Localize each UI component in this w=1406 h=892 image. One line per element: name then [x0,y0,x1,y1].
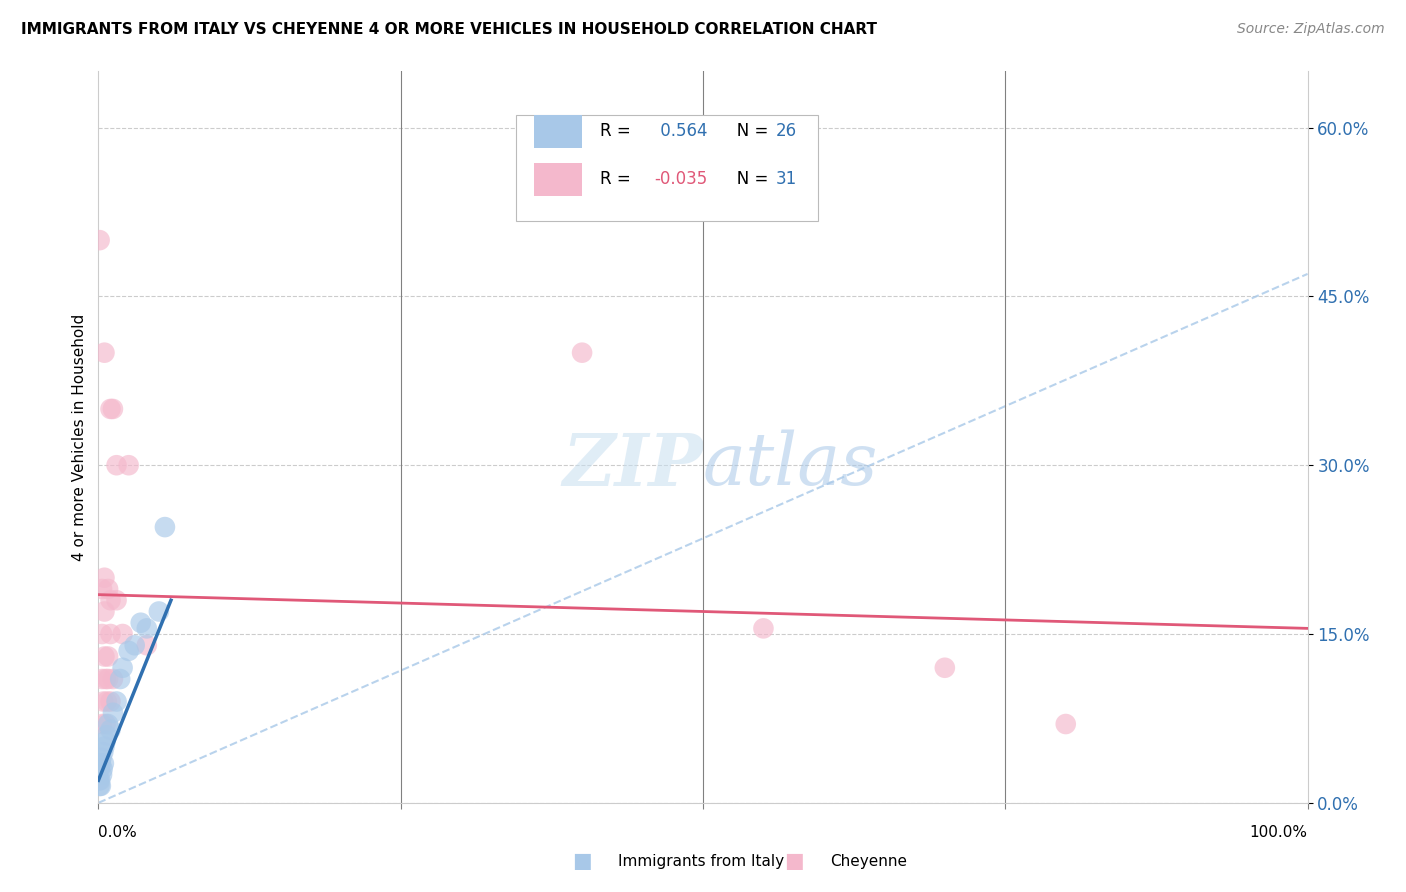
Point [93,756,115,771]
Point [752,621,775,635]
Point [89,233,111,247]
Point [934,661,956,675]
Point [93,739,115,754]
Point [135,621,157,635]
Text: ■: ■ [783,851,804,871]
FancyBboxPatch shape [516,115,818,221]
Point [90,751,112,765]
Point [100,723,122,737]
Point [97,582,120,596]
Text: Source: ZipAtlas.com: Source: ZipAtlas.com [1237,22,1385,37]
Point [91,767,114,781]
Point [111,661,134,675]
Point [97,717,120,731]
Point [96,694,118,708]
Point [93,649,115,664]
Point [87,773,110,788]
Point [91,672,114,686]
Text: 100.0%: 100.0% [1250,825,1308,839]
Text: 0.0%: 0.0% [98,825,138,839]
Point [90,779,112,793]
Point [91,745,114,759]
Text: ZIP: ZIP [562,430,703,500]
Point [118,644,141,658]
Point [93,605,115,619]
Point [101,672,124,686]
Point [91,762,114,776]
Point [111,627,134,641]
Point [96,728,118,742]
Point [1054,717,1077,731]
Text: -0.035: -0.035 [655,169,707,188]
Point [135,638,157,652]
Point [93,571,115,585]
Text: Cheyenne: Cheyenne [830,854,907,869]
Point [89,779,111,793]
Point [129,615,152,630]
Point [90,756,112,771]
Text: R =: R = [600,169,637,188]
FancyBboxPatch shape [534,162,582,195]
Point [91,694,114,708]
Point [100,694,122,708]
FancyBboxPatch shape [534,115,582,148]
Point [108,672,131,686]
Point [105,593,128,607]
Point [100,401,122,416]
Point [101,401,124,416]
Point [93,345,115,359]
Point [105,458,128,473]
Y-axis label: 4 or more Vehicles in Household: 4 or more Vehicles in Household [72,313,87,561]
Text: N =: N = [721,122,773,140]
Text: N =: N = [721,169,773,188]
Point [118,458,141,473]
Text: R =: R = [600,122,637,140]
Point [94,672,117,686]
Point [97,649,120,664]
Point [91,582,114,596]
Point [124,638,146,652]
Point [89,773,111,788]
Point [153,520,176,534]
Point [148,605,170,619]
Text: Immigrants from Italy: Immigrants from Italy [619,854,785,869]
Point [100,593,122,607]
Text: 26: 26 [776,122,797,140]
Text: ■: ■ [572,851,592,871]
Point [91,717,114,731]
Text: 0.564: 0.564 [655,122,707,140]
Point [97,672,120,686]
Point [94,734,117,748]
Point [94,717,117,731]
Text: 31: 31 [776,169,797,188]
Point [101,706,124,720]
Point [89,762,111,776]
Point [571,345,593,359]
Point [100,627,122,641]
Text: IMMIGRANTS FROM ITALY VS CHEYENNE 4 OR MORE VEHICLES IN HOUSEHOLD CORRELATION CH: IMMIGRANTS FROM ITALY VS CHEYENNE 4 OR M… [21,22,877,37]
Point [91,627,114,641]
Point [105,694,128,708]
Text: atlas: atlas [703,430,879,500]
